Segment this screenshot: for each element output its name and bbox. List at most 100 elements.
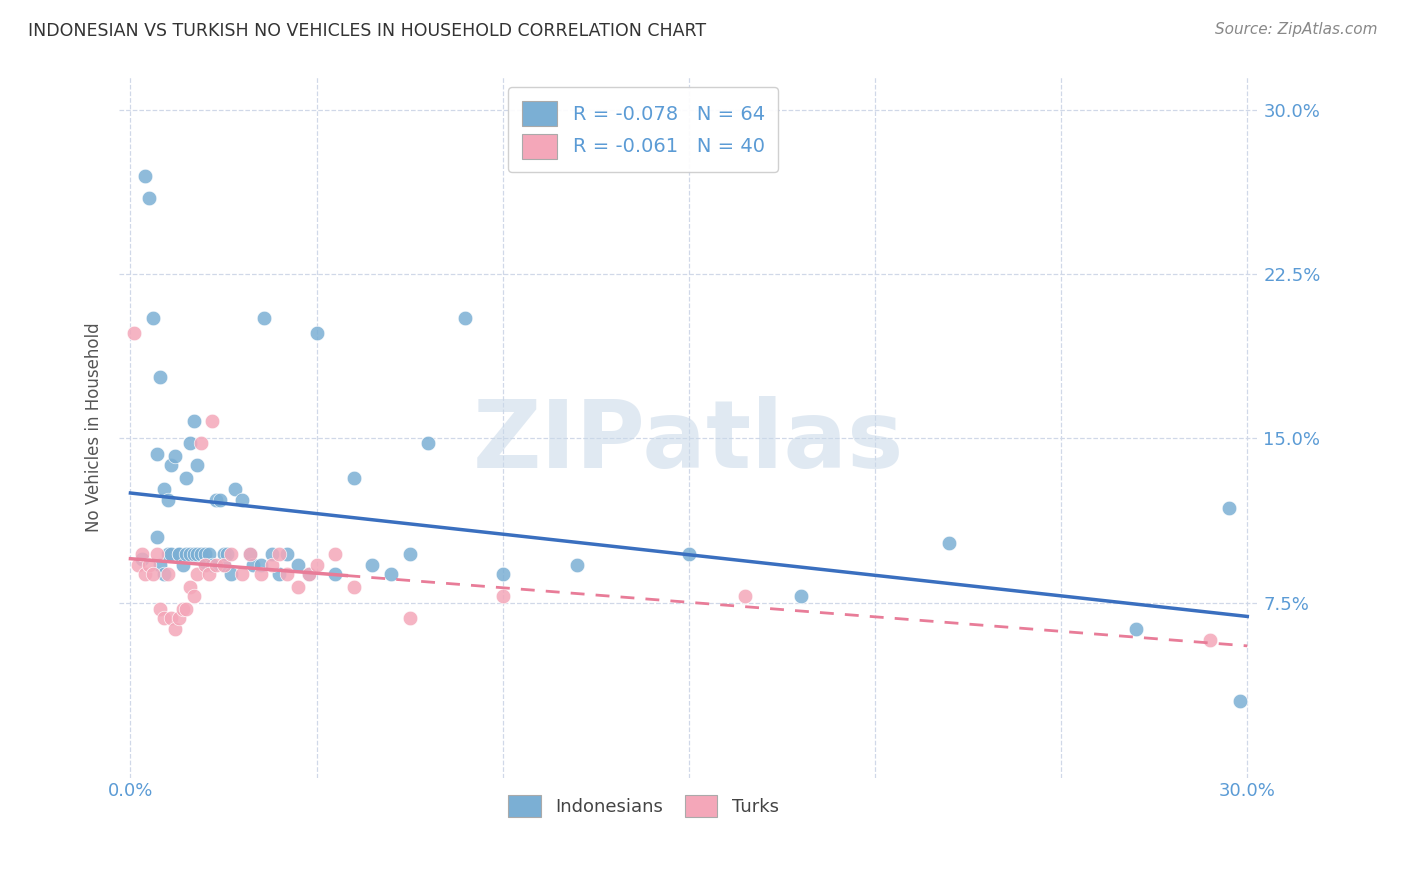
Point <box>343 580 366 594</box>
Point <box>219 567 242 582</box>
Point <box>492 589 515 603</box>
Point <box>224 482 246 496</box>
Point <box>239 548 262 562</box>
Point <box>269 567 291 582</box>
Point <box>380 567 402 582</box>
Point <box>145 447 167 461</box>
Point <box>145 548 167 562</box>
Point <box>454 311 477 326</box>
Point <box>194 548 217 562</box>
Point <box>183 548 205 562</box>
Point <box>734 589 756 603</box>
Point <box>156 548 179 562</box>
Point <box>1199 632 1222 647</box>
Point <box>212 558 235 573</box>
Point <box>138 191 160 205</box>
Text: ZIPatlas: ZIPatlas <box>474 395 904 488</box>
Point <box>165 449 187 463</box>
Point <box>138 558 160 573</box>
Point <box>217 548 239 562</box>
Point <box>260 548 283 562</box>
Point <box>167 548 190 562</box>
Point <box>201 558 224 573</box>
Point <box>174 471 197 485</box>
Point <box>678 548 700 562</box>
Point <box>492 567 515 582</box>
Point <box>197 548 219 562</box>
Point <box>145 530 167 544</box>
Point <box>398 548 420 562</box>
Point <box>153 567 176 582</box>
Point <box>142 567 165 582</box>
Point <box>205 492 228 507</box>
Point <box>160 548 183 562</box>
Point <box>156 567 179 582</box>
Point <box>287 580 309 594</box>
Point <box>567 558 589 573</box>
Point <box>231 492 253 507</box>
Point <box>298 567 321 582</box>
Point <box>160 611 183 625</box>
Point <box>212 548 235 562</box>
Point <box>219 548 242 562</box>
Point <box>186 458 208 472</box>
Point <box>201 414 224 428</box>
Point <box>276 567 298 582</box>
Point <box>167 548 190 562</box>
Point <box>249 567 271 582</box>
Point <box>269 548 291 562</box>
Point <box>1229 694 1251 708</box>
Legend: Indonesians, Turks: Indonesians, Turks <box>501 788 786 824</box>
Point <box>134 169 156 183</box>
Point <box>194 558 217 573</box>
Point <box>323 548 346 562</box>
Point <box>149 370 172 384</box>
Point <box>418 435 440 450</box>
Text: INDONESIAN VS TURKISH NO VEHICLES IN HOUSEHOLD CORRELATION CHART: INDONESIAN VS TURKISH NO VEHICLES IN HOU… <box>28 22 706 40</box>
Point <box>165 622 187 636</box>
Y-axis label: No Vehicles in Household: No Vehicles in Household <box>86 323 103 533</box>
Point <box>122 326 145 341</box>
Point <box>179 548 201 562</box>
Point <box>398 611 420 625</box>
Point <box>153 611 176 625</box>
Point <box>149 558 172 573</box>
Point <box>160 458 183 472</box>
Point <box>183 414 205 428</box>
Point <box>260 558 283 573</box>
Point <box>172 602 194 616</box>
Point <box>305 558 328 573</box>
Point <box>323 567 346 582</box>
Point <box>194 558 217 573</box>
Point <box>205 558 228 573</box>
Point <box>231 567 253 582</box>
Point <box>174 602 197 616</box>
Point <box>183 589 205 603</box>
Point <box>253 311 276 326</box>
Point <box>249 558 271 573</box>
Point <box>361 558 384 573</box>
Point <box>149 602 172 616</box>
Point <box>186 567 208 582</box>
Point <box>298 567 321 582</box>
Point <box>186 548 208 562</box>
Point <box>287 558 309 573</box>
Point <box>197 567 219 582</box>
Point <box>156 492 179 507</box>
Point <box>343 471 366 485</box>
Point <box>789 589 811 603</box>
Point <box>179 580 201 594</box>
Point <box>131 548 153 562</box>
Point <box>212 558 235 573</box>
Point <box>134 567 156 582</box>
Point <box>305 326 328 341</box>
Point <box>242 558 264 573</box>
Point <box>276 548 298 562</box>
Point <box>153 482 176 496</box>
Point <box>127 558 149 573</box>
Point <box>239 548 262 562</box>
Point <box>1125 622 1147 636</box>
Point <box>1218 501 1240 516</box>
Point <box>190 548 212 562</box>
Point <box>167 611 190 625</box>
